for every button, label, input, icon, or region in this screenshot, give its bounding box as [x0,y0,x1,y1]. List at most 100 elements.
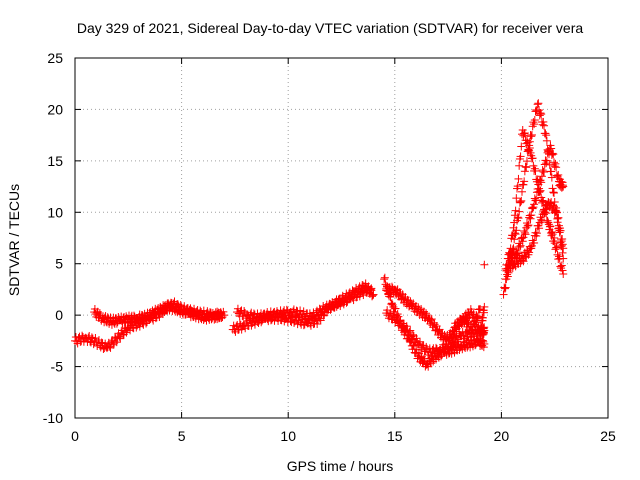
data-point [544,218,553,227]
trace-point [521,230,530,239]
trace-point [552,171,561,180]
trace-point [549,150,558,159]
trace-point [527,130,536,139]
trace-point [409,341,418,350]
trace-point [473,312,482,321]
trace-point [368,292,377,301]
trace-point [520,129,529,138]
trace-point [548,230,557,239]
trace-point [547,144,556,153]
trace-point [479,337,488,346]
data-point [476,304,485,313]
data-point [369,290,378,299]
trace-point [435,325,444,334]
trace-point [158,310,167,319]
trace-point [558,240,567,249]
trace-point [548,184,557,193]
trace-point [555,254,564,263]
trace-point [417,352,426,361]
trace-point [552,203,561,212]
data-point [537,172,546,181]
trace-point [472,318,481,327]
trace-point [549,202,558,211]
y-tick-label: 25 [47,50,63,66]
trace-point [479,343,488,352]
data-point [433,326,442,335]
trace-point [552,163,561,172]
y-tick-label: -5 [51,359,64,375]
x-tick-label: 0 [71,428,79,444]
trace-point [528,204,537,213]
trace-point [427,315,436,324]
trace-point [537,216,546,225]
trace-point [538,166,547,175]
trace-point [547,150,556,159]
trace-point [469,310,478,319]
trace-point [529,118,538,127]
trace-point [547,198,556,207]
trace-point [535,176,544,185]
trace-point [402,322,411,331]
trace-point [333,299,342,308]
trace-point [524,221,533,230]
trace-point [527,211,536,220]
trace-point [468,310,477,319]
y-tick-label: 20 [47,101,63,117]
trace-point [536,109,545,118]
trace-point [509,223,518,232]
trace-point [453,337,462,346]
trace-point [550,208,559,217]
trace-point [542,156,551,165]
trace-point [447,332,456,341]
trace-point [478,341,487,350]
trace-point [310,312,319,321]
trace-point [537,178,546,187]
y-tick-label: 0 [55,307,63,323]
trace-point [552,243,561,252]
trace-point [550,233,559,242]
trace-point [523,138,532,147]
y-tick-label: 5 [55,256,63,272]
data-points [71,99,568,371]
y-axis-label: SDTVAR / TECUs [6,184,22,296]
trace-point [520,227,529,236]
y-tick-label: 15 [47,153,63,169]
trace-point [553,250,562,259]
plot-frame [74,57,609,419]
trace-point [519,180,528,189]
trace-point [147,313,156,322]
trace-point [367,286,376,295]
trace-point [515,242,524,251]
trace-point [530,200,539,209]
data-point [467,326,476,335]
trace-point [522,163,531,172]
trace-point [525,144,534,153]
trace-point [540,168,549,177]
trace-point [395,317,404,326]
trace-point [545,222,554,231]
data-point [233,308,242,317]
trace-point [447,342,456,351]
trace-point [558,248,567,257]
trace-point [528,122,537,131]
trace-point [87,333,96,342]
trace-point [542,136,551,145]
trace-point [522,139,531,148]
trace-point [343,293,352,302]
trace-point [500,284,509,293]
data-point [550,239,559,248]
trace-point [261,314,270,323]
data-point [480,302,489,311]
trace-point [468,328,477,337]
trace-point [389,302,398,311]
trace-point [466,322,475,331]
trace-point [516,241,525,250]
trace-point [438,329,447,338]
trace-point [530,116,539,125]
trace-point [508,231,517,240]
trace-point [541,129,550,138]
trace-point [525,242,534,251]
trace-point [477,323,486,332]
trace-point [534,99,543,108]
trace-point [316,316,325,325]
